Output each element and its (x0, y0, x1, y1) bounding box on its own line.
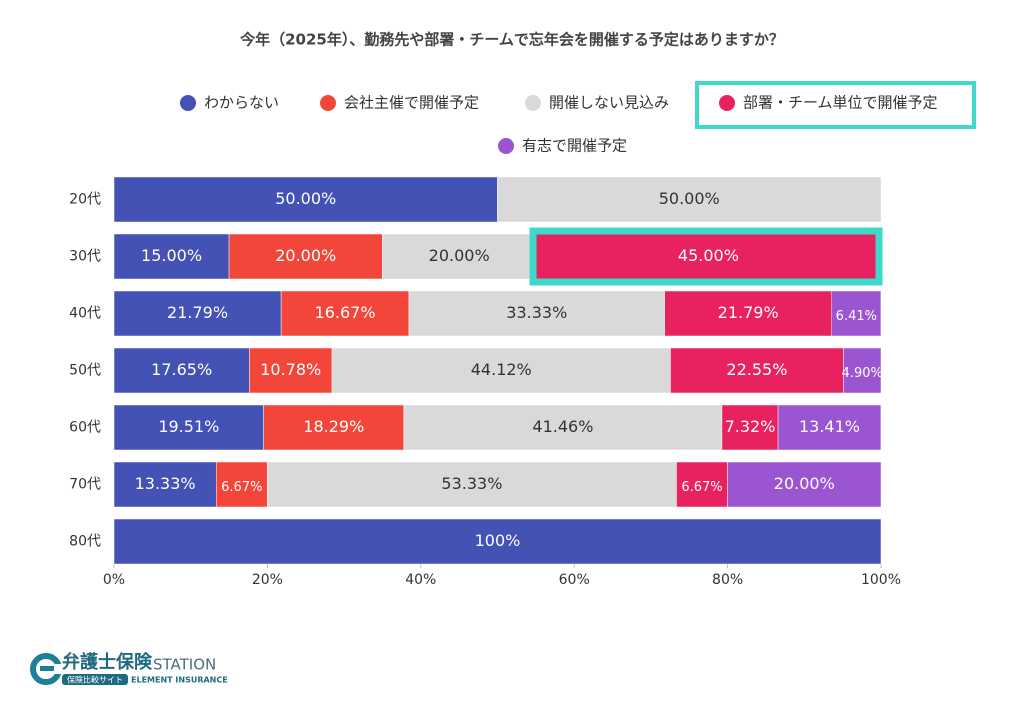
bar-segment (664, 290, 833, 337)
bar-segment (113, 347, 250, 394)
data-label: 21.79% (167, 303, 228, 322)
logo-name: 弁護士保険 (62, 651, 153, 673)
x-tick-label: 0% (103, 572, 125, 588)
legend-label: 開催しない見込み (549, 94, 669, 112)
bar-segment (267, 461, 677, 508)
bar-segment (280, 290, 410, 337)
data-label: 20.00% (429, 246, 490, 265)
data-label: 6.67% (681, 480, 722, 495)
bar-segment (535, 233, 882, 280)
y-tick-label: 70代 (69, 477, 101, 493)
bar-segment (331, 347, 671, 394)
bar-segment (113, 404, 264, 451)
data-label: 7.32% (725, 417, 776, 436)
legend-dot (180, 95, 196, 111)
x-tick-label: 60% (559, 572, 590, 588)
legend-label: 有志で開催予定 (522, 137, 627, 155)
data-label: 16.67% (315, 303, 376, 322)
data-label: 44.12% (471, 360, 532, 379)
plot: わからない 会社主催で開催予定 開催しない見込み 部署・チーム単位で開催予定有志で開催… (69, 94, 937, 589)
logo-company: ELEMENT INSURANCE (131, 676, 228, 685)
bar-segment (113, 461, 217, 508)
legend-label: わからない (204, 94, 279, 112)
bar-segment (215, 461, 268, 508)
bar-segment (670, 347, 844, 394)
data-label: 22.55% (726, 360, 787, 379)
legend-label: 部署・チーム単位で開催予定 (743, 94, 938, 112)
logo-suffix: STATION (153, 656, 216, 674)
bar-segment (113, 233, 230, 280)
data-label: 45.00% (678, 246, 739, 265)
data-label: 100% (475, 531, 521, 550)
x-tick-label: 80% (712, 572, 743, 588)
bar-segment (831, 290, 882, 337)
bar-segment (843, 347, 882, 394)
bar-segment (408, 290, 665, 337)
y-tick-label: 60代 (69, 420, 101, 436)
data-label: 13.33% (135, 474, 196, 493)
bar-segment (676, 461, 728, 508)
bar-segment (263, 404, 405, 451)
bar-segment (777, 404, 882, 451)
bar-segment (113, 290, 282, 337)
data-label: 19.51% (158, 417, 219, 436)
legend-dot (525, 95, 541, 111)
data-label: 17.65% (151, 360, 212, 379)
data-label: 50.00% (659, 189, 720, 208)
data-label: 21.79% (718, 303, 779, 322)
bar-segment (113, 176, 498, 223)
data-label: 50.00% (275, 189, 336, 208)
bar-segment (113, 518, 882, 565)
bar-segment (721, 404, 779, 451)
y-tick-label: 40代 (69, 306, 101, 322)
data-label: 41.46% (532, 417, 593, 436)
legend-dot (498, 138, 514, 154)
data-label: 6.67% (221, 480, 262, 495)
bar-highlight (529, 227, 883, 286)
data-label: 33.33% (506, 303, 567, 322)
bar-segment (249, 347, 333, 394)
chart-title: 今年（2025年）、勤務先や部署・チームで忘年会を開催する予定はありますか？ (239, 31, 784, 49)
data-label: 20.00% (275, 246, 336, 265)
data-label: 15.00% (141, 246, 202, 265)
data-label: 10.78% (260, 360, 321, 379)
y-tick-label: 30代 (69, 249, 101, 265)
legend-highlight (695, 81, 976, 129)
data-label: 6.41% (836, 309, 877, 324)
data-label: 20.00% (774, 474, 835, 493)
y-tick-label: 80代 (69, 534, 101, 550)
bar-segment (382, 233, 537, 280)
bar-segment (228, 233, 383, 280)
legend-dot (719, 95, 735, 111)
x-tick-label: 100% (861, 572, 901, 588)
x-tick-label: 40% (405, 572, 436, 588)
y-tick-label: 50代 (69, 363, 101, 379)
legend-label: 会社主催で開催予定 (344, 94, 479, 112)
data-label: 18.29% (303, 417, 364, 436)
bar-segment (497, 176, 882, 223)
logo-tag-bg (62, 674, 128, 685)
bar-segment (727, 461, 882, 508)
data-label: 53.33% (441, 474, 502, 493)
bar-segment (403, 404, 723, 451)
logo-icon-bar (40, 666, 54, 671)
logo-tagline: 保険比較サイト (67, 675, 123, 685)
y-tick-label: 20代 (69, 192, 101, 208)
data-label: 13.41% (799, 417, 860, 436)
data-label: 4.90% (842, 366, 883, 381)
legend-dot (320, 95, 336, 111)
logo: 弁護士保険 STATION 保険比較サイト ELEMENT INSURANCE (30, 651, 228, 685)
x-tick-label: 20% (252, 572, 283, 588)
